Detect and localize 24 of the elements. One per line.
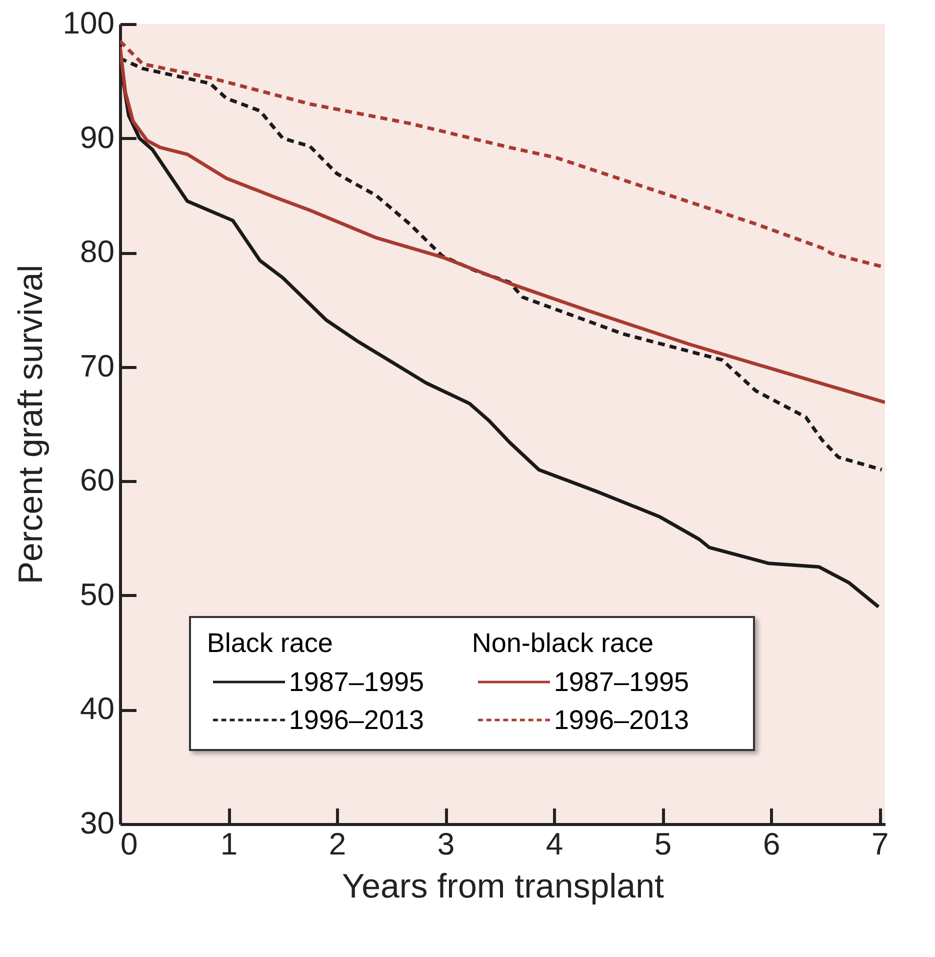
x-tick-label: 0 bbox=[120, 826, 138, 862]
x-tick-label: 1 bbox=[220, 826, 238, 862]
x-tick-label: 4 bbox=[546, 826, 564, 862]
x-tick-label: 7 bbox=[871, 826, 889, 862]
y-tick-label: 50 bbox=[80, 576, 114, 612]
legend-label: 1987–1995 bbox=[554, 666, 690, 698]
annotation: Black race bbox=[206, 628, 334, 659]
y-tick-label: 60 bbox=[80, 462, 114, 498]
x-tick-label: 5 bbox=[654, 826, 672, 862]
x-axis-title: Years from transplant bbox=[342, 868, 665, 906]
y-tick-label: 70 bbox=[80, 348, 114, 384]
legend-label: 1996–2013 bbox=[554, 704, 690, 736]
legend-label: 1996–2013 bbox=[288, 704, 424, 736]
y-tick-label: 30 bbox=[80, 806, 114, 840]
y-axis-title: Percent graft survival bbox=[12, 264, 50, 584]
y-tick-label: 90 bbox=[80, 120, 114, 155]
x-tick-label: 3 bbox=[437, 826, 455, 862]
y-tick-label: 40 bbox=[80, 691, 114, 726]
y-tick-label: 80 bbox=[80, 234, 114, 270]
x-tick-label: 6 bbox=[762, 826, 780, 862]
annotation: Non-black race bbox=[472, 628, 654, 659]
legend-label: 1987–1995 bbox=[288, 666, 424, 698]
y-tick-label: 100 bbox=[62, 6, 114, 40]
x-tick-label: 2 bbox=[328, 826, 346, 862]
